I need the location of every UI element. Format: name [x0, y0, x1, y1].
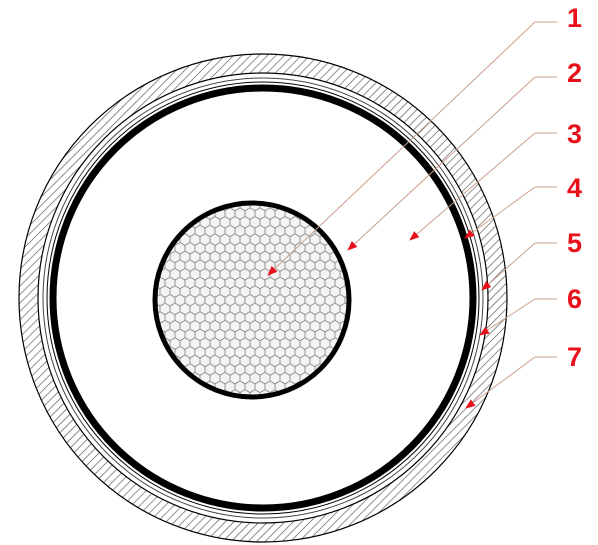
callout-number-2: 2 [567, 58, 582, 88]
leader-line-7 [465, 356, 536, 409]
metallic-screen-ring [42, 77, 484, 519]
callout-number-3: 3 [567, 119, 582, 149]
leader-line-1 [267, 21, 536, 276]
leader-line-3 [409, 132, 536, 241]
leader-line-6 [479, 298, 536, 336]
callout-group: 1 2 3 4 5 6 7 [267, 3, 582, 409]
leader-line-2 [347, 76, 536, 251]
callout-number-1: 1 [567, 3, 582, 33]
conductor-screen-ring [152, 200, 352, 400]
leader-line-4 [464, 186, 536, 239]
callout-number-6: 6 [567, 284, 582, 314]
leader-line-5 [481, 242, 536, 291]
callout-number-4: 4 [567, 173, 582, 203]
conductor-core [155, 203, 349, 397]
callout-number-7: 7 [567, 342, 582, 372]
metallic-screen-inner-ring [46, 81, 480, 515]
callout-number-5: 5 [567, 228, 582, 258]
